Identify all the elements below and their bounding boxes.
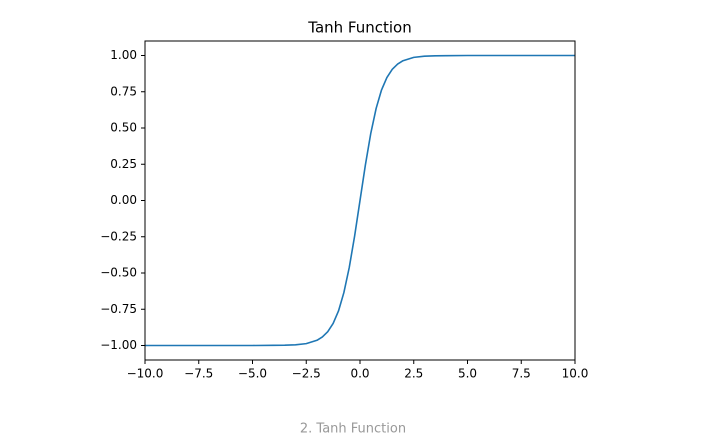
x-tick-label: 0.0 <box>350 367 369 381</box>
chart-title: Tanh Function <box>307 19 411 37</box>
y-tick-label: 0.50 <box>110 121 137 135</box>
y-tick-label: 1.00 <box>110 48 137 62</box>
x-tick-label: −7.5 <box>184 367 213 381</box>
y-tick-label: 0.25 <box>110 157 137 171</box>
x-tick-label: −10.0 <box>127 367 164 381</box>
caption: 2. Tanh Function <box>300 422 406 437</box>
y-tick-label: −0.25 <box>100 229 137 243</box>
plot-frame <box>144 40 576 361</box>
x-tick-label: 2.5 <box>404 367 423 381</box>
y-tick-label: 0.00 <box>110 193 137 207</box>
y-tick-label: −0.50 <box>100 266 137 280</box>
y-tick-label: −1.00 <box>100 338 137 352</box>
x-tick-label: −5.0 <box>238 367 267 381</box>
x-tick-label: 5.0 <box>458 367 477 381</box>
x-tick-label: −2.5 <box>292 367 321 381</box>
x-tick-label: 7.5 <box>512 367 531 381</box>
x-tick-label: 10.0 <box>562 367 589 381</box>
y-tick-label: 0.75 <box>110 84 137 98</box>
line-series <box>145 54 575 347</box>
y-tick-label: −0.75 <box>100 302 137 316</box>
